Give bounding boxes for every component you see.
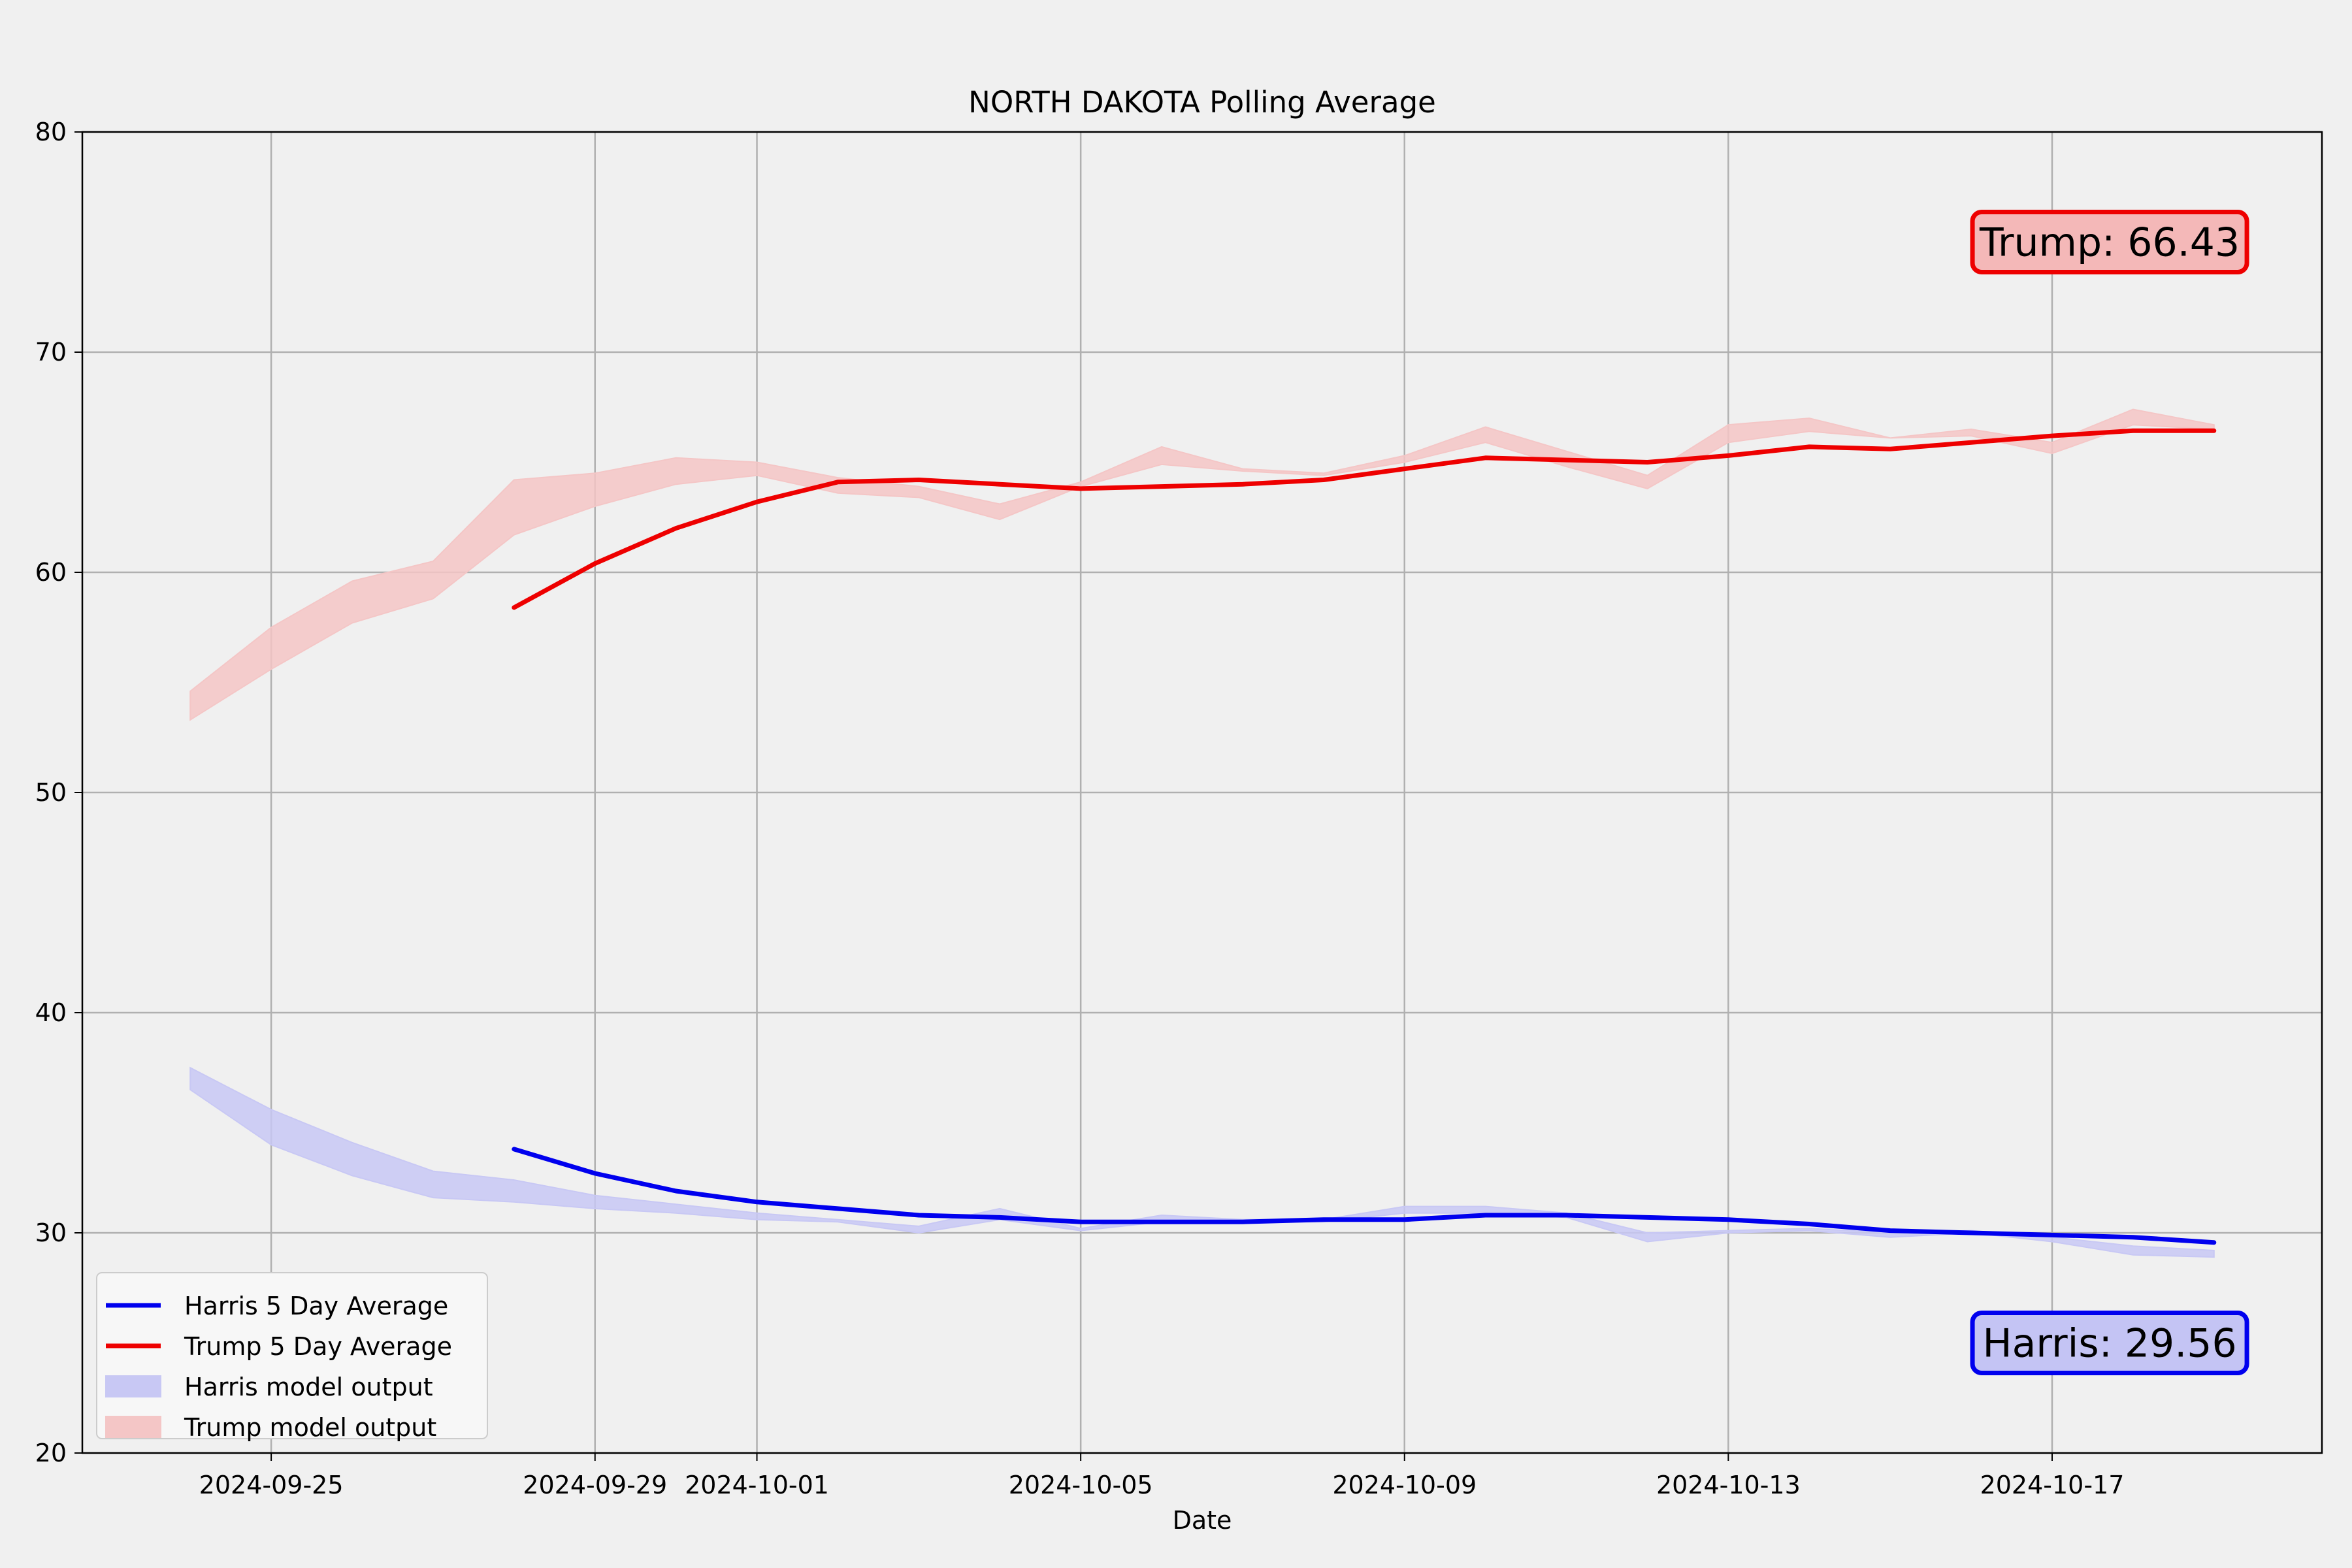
harris-annotation-box [1970,1311,2249,1375]
legend-swatch-band [105,1375,161,1397]
legend-label: Trump 5 Day Average [184,1332,452,1361]
y-tick-label: 50 [35,778,67,807]
average-lines [512,428,2217,1245]
y-tick-label: 60 [35,558,67,587]
ticks: 20 30 40 50 60 70 80 2024-09-25 2024-09-29 2024-1… [35,118,2125,1499]
x-tick-label: 2024-10-17 [1980,1471,2125,1499]
legend-label: Harris model output [184,1373,433,1401]
legend-label: Trump model output [184,1413,436,1442]
legend-label: Harris 5 Day Average [184,1292,448,1320]
y-tick-label: 70 [35,338,67,367]
trump-annotation-box [1970,210,2249,274]
trump-annotation-label: Trump: 66.43 [1979,220,2240,266]
x-tick-label: 2024-10-05 [1009,1471,1153,1499]
y-tick-label: 30 [35,1218,67,1247]
legend-swatch-band [105,1416,161,1438]
harris-model-output-band [189,1066,2215,1258]
legend: Harris 5 Day Average Trump 5 Day Average H… [96,1272,488,1442]
x-tick-label: 2024-10-01 [685,1471,829,1499]
harris-5-day-average-line [512,1147,2217,1245]
y-tick-label: 80 [35,118,67,146]
x-tick-label: 2024-10-13 [1656,1471,1801,1499]
y-tick-label: 20 [35,1439,67,1467]
harris-annotation-label: Harris: 29.56 [1983,1321,2237,1367]
x-tick-label: 2024-10-09 [1332,1471,1477,1499]
annotations: Trump: 66.43 Harris: 29.56 [1970,210,2249,1375]
legend-box [96,1272,488,1439]
x-axis-label: Date [1173,1506,1232,1535]
y-tick-label: 40 [35,998,67,1027]
x-tick-label: 2024-09-29 [523,1471,667,1499]
x-tick-label: 2024-09-25 [199,1471,344,1499]
chart-title: NORTH DAKOTA Polling Average [968,85,1436,120]
trump-5-day-average-line [512,428,2217,610]
